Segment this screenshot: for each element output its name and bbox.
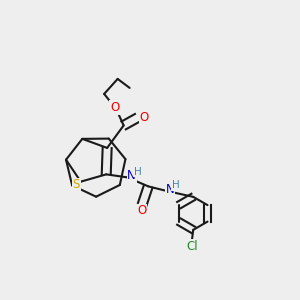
Text: H: H: [134, 167, 142, 177]
Text: Cl: Cl: [186, 240, 197, 253]
Text: N: N: [166, 183, 174, 196]
Text: N: N: [128, 169, 136, 182]
Text: O: O: [138, 205, 147, 218]
Text: O: O: [139, 111, 148, 124]
Text: S: S: [73, 178, 80, 191]
Text: O: O: [110, 101, 119, 114]
Text: H: H: [172, 181, 180, 190]
